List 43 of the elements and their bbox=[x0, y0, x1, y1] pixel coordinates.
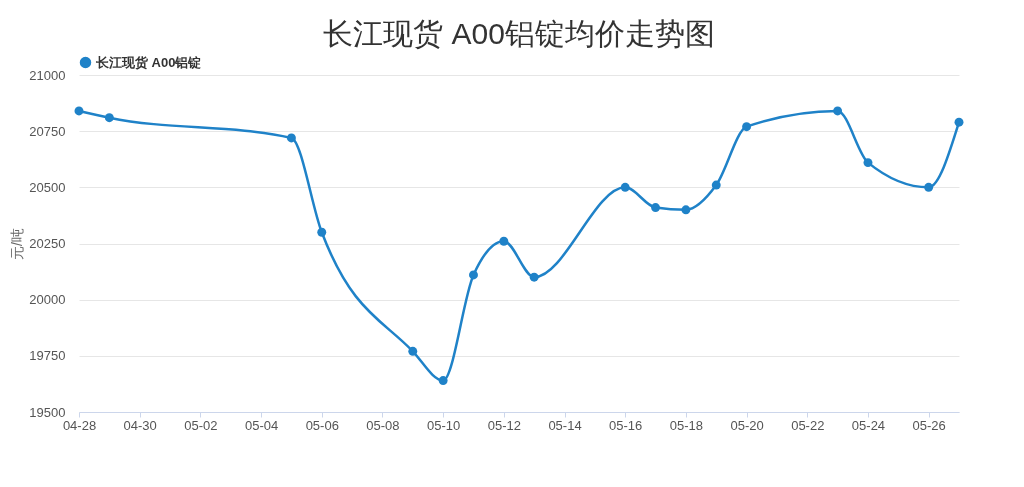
point bbox=[104, 113, 114, 123]
x-tick-label: 05-04 bbox=[244, 417, 279, 433]
x-tick-label: 05-10 bbox=[427, 417, 461, 433]
y-tick-label: 20000 bbox=[29, 292, 66, 308]
x-tick-label: 05-26 bbox=[912, 417, 946, 433]
point bbox=[681, 205, 691, 215]
point bbox=[408, 346, 418, 356]
point bbox=[469, 270, 478, 280]
x-tick-label: 05-20 bbox=[730, 417, 764, 433]
point bbox=[954, 117, 964, 127]
x-tick-label: 05-24 bbox=[851, 417, 886, 433]
x-tick-label: 05-16 bbox=[609, 417, 643, 433]
point bbox=[499, 236, 509, 246]
x-tick-label: 05-12 bbox=[487, 417, 521, 433]
point bbox=[742, 122, 752, 132]
point bbox=[924, 182, 934, 192]
x-tick-label: 04-30 bbox=[123, 417, 157, 433]
y-tick-label: 20250 bbox=[29, 236, 66, 251]
x-tick-label: 05-22 bbox=[791, 417, 825, 433]
point bbox=[651, 203, 661, 213]
y-tick-label: 19500 bbox=[29, 404, 66, 420]
legend-label: 长江现货 A00铝锭 bbox=[95, 54, 202, 70]
x-tick-label: 05-18 bbox=[669, 417, 704, 433]
x-tick-label: 05-02 bbox=[184, 417, 218, 433]
point bbox=[286, 133, 296, 143]
chart-title: 长江现货 A00铝锭均价走势图 bbox=[323, 17, 715, 50]
y-tick-label: 20500 bbox=[29, 179, 66, 195]
point bbox=[74, 106, 84, 116]
point bbox=[863, 158, 873, 168]
x-tick-label: 05-06 bbox=[305, 417, 339, 433]
point bbox=[317, 227, 327, 237]
point bbox=[833, 106, 843, 116]
y-tick-label: 19750 bbox=[29, 348, 66, 364]
y-tick-label: 21000 bbox=[29, 67, 66, 83]
y-tick-label: 20750 bbox=[29, 123, 66, 139]
point bbox=[438, 376, 448, 386]
point bbox=[711, 180, 721, 190]
point bbox=[620, 182, 630, 192]
x-tick-label: 05-14 bbox=[548, 417, 582, 433]
x-tick-label: 05-08 bbox=[366, 417, 400, 433]
x-tick-label: 04-28 bbox=[62, 417, 97, 433]
point bbox=[529, 272, 539, 282]
y-axis-title: 元/吨 bbox=[9, 228, 26, 260]
